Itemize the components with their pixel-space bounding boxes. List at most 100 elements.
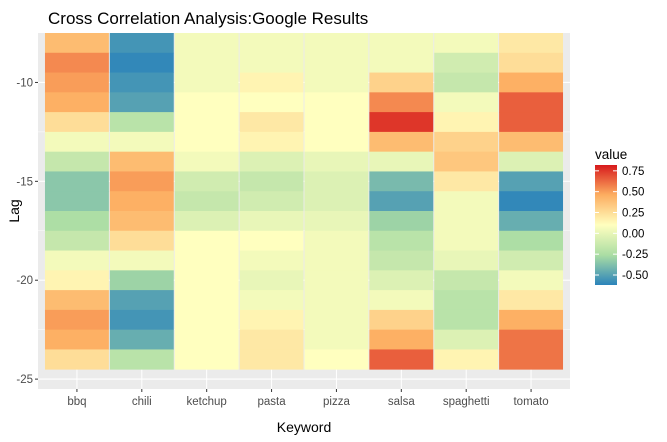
heatmap-cell <box>239 211 304 232</box>
y-tick-label: -25 <box>16 374 33 386</box>
x-tick-label: pizza <box>323 396 350 408</box>
heatmap-cell <box>174 33 239 54</box>
heatmap-cell <box>174 290 239 311</box>
heatmap-cell <box>499 309 564 331</box>
legend-title: value <box>595 147 627 162</box>
y-tick-label: -15 <box>16 176 33 188</box>
heatmap-cell <box>304 250 369 271</box>
heatmap-cell <box>499 270 564 291</box>
heatmap-cell <box>174 171 239 192</box>
heatmap-cell <box>109 151 174 172</box>
heatmap-cell <box>239 329 304 350</box>
heatmap-cell <box>369 270 434 291</box>
heatmap-cell <box>304 52 369 73</box>
heatmap-cell <box>304 92 369 113</box>
heatmap-cell <box>174 230 239 251</box>
heatmap-cell <box>239 191 304 212</box>
heatmap-cell <box>369 309 434 331</box>
heatmap-cell <box>369 33 434 54</box>
heatmap-cell <box>239 131 304 153</box>
heatmap-cell <box>44 309 109 331</box>
x-tick-label: chili <box>132 396 152 408</box>
heatmap-cell <box>369 211 434 232</box>
heatmap-cell <box>109 33 174 54</box>
heatmap-cell <box>44 112 109 133</box>
heatmap-cell <box>304 329 369 350</box>
heatmap-cell <box>109 349 174 370</box>
legend-tick-label: 0.50 <box>622 187 644 199</box>
heatmap-cell <box>109 290 174 311</box>
heatmap-cell <box>369 230 434 251</box>
heatmap-cell <box>499 329 564 350</box>
heatmap-cell <box>369 191 434 212</box>
heatmap-cell <box>109 250 174 271</box>
heatmap-cell <box>499 72 564 93</box>
legend: value 0.75 0.50 0.25 0.00 -0.25 -0.50 <box>595 147 648 285</box>
heatmap-cell <box>174 92 239 113</box>
y-tick-label: -10 <box>16 77 33 89</box>
heatmap-cell <box>44 230 109 251</box>
heatmap-cell <box>239 270 304 291</box>
heatmap-cell <box>109 329 174 350</box>
heatmap-cell <box>174 131 239 153</box>
heatmap-cell <box>434 329 499 350</box>
heatmap-cell <box>239 230 304 251</box>
heatmap-cell <box>434 349 499 370</box>
heatmap-cell <box>304 171 369 192</box>
heatmap-cell <box>174 151 239 172</box>
heatmap-cell <box>434 250 499 271</box>
heatmap-cell <box>109 72 174 93</box>
heatmap-cell <box>369 112 434 133</box>
heatmap-cells <box>44 33 564 370</box>
heatmap-cell <box>239 151 304 172</box>
heatmap-cell <box>239 72 304 93</box>
heatmap-cell <box>44 171 109 192</box>
heatmap-cell <box>109 309 174 331</box>
heatmap-cell <box>239 309 304 331</box>
heatmap-cell <box>174 112 239 133</box>
heatmap-cell <box>304 33 369 54</box>
heatmap-cell <box>434 151 499 172</box>
x-tick-label: bbq <box>67 396 86 408</box>
heatmap-cell <box>44 72 109 93</box>
heatmap-cell <box>499 250 564 271</box>
heatmap-cell <box>109 211 174 232</box>
heatmap-cell <box>434 92 499 113</box>
heatmap-cell <box>499 230 564 251</box>
heatmap-cell <box>109 112 174 133</box>
heatmap-cell <box>499 191 564 212</box>
heatmap-cell <box>44 131 109 153</box>
heatmap-cell <box>434 309 499 331</box>
heatmap-cell <box>44 92 109 113</box>
heatmap-cell <box>44 349 109 370</box>
heatmap-cell <box>109 131 174 153</box>
legend-tick-label: 0.75 <box>622 166 644 178</box>
heatmap-cell <box>239 112 304 133</box>
heatmap-cell <box>174 349 239 370</box>
heatmap-cell <box>174 250 239 271</box>
heatmap-cell <box>369 52 434 73</box>
heatmap-cell <box>369 131 434 153</box>
y-axis: -10 -15 -20 -25 <box>16 77 38 386</box>
heatmap-cell <box>44 329 109 350</box>
heatmap-cell <box>109 171 174 192</box>
x-tick-label: pasta <box>257 396 286 408</box>
heatmap-cell <box>239 52 304 73</box>
heatmap-cell <box>109 191 174 212</box>
x-tick-label: tomato <box>513 396 548 408</box>
heatmap-cell <box>499 290 564 311</box>
heatmap-cell <box>434 131 499 153</box>
heatmap-cell <box>499 52 564 73</box>
heatmap-cell <box>239 92 304 113</box>
heatmap-cell <box>239 171 304 192</box>
heatmap-cell <box>304 230 369 251</box>
heatmap-cell <box>304 309 369 331</box>
heatmap-cell <box>304 270 369 291</box>
heatmap-cell <box>499 131 564 153</box>
heatmap-cell <box>109 92 174 113</box>
x-tick-label: ketchup <box>187 396 227 408</box>
heatmap-cell <box>109 230 174 251</box>
heatmap-cell <box>499 33 564 54</box>
heatmap-cell <box>304 131 369 153</box>
heatmap-cell <box>434 72 499 93</box>
